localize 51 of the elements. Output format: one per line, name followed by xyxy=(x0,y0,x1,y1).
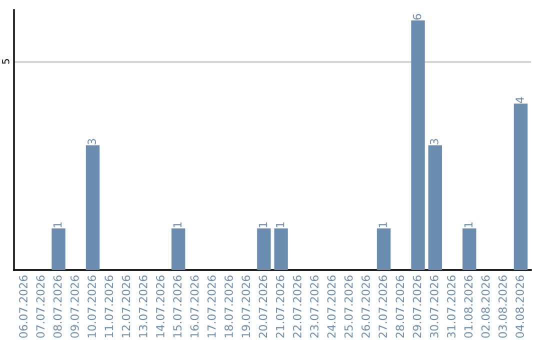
x-tick-label: 25.07.2026 xyxy=(344,276,353,338)
data-label: 1 xyxy=(53,222,62,228)
x-tick-label: 02.08.2026 xyxy=(481,276,490,338)
data-label: 3 xyxy=(88,139,96,144)
x-tick-label: 22.07.2026 xyxy=(293,276,302,338)
data-label: 1 xyxy=(378,222,387,228)
x-tick-label: 08.07.2026 xyxy=(53,276,62,338)
data-label: 1 xyxy=(173,222,182,228)
x-tick-label: 27.07.2026 xyxy=(378,276,387,338)
x-tick-label: 21.07.2026 xyxy=(276,276,284,338)
bar xyxy=(274,228,288,270)
data-label: 6 xyxy=(412,14,422,20)
x-tick-label: 01.08.2026 xyxy=(464,276,473,338)
x-tick-label: 15.07.2026 xyxy=(173,276,182,338)
bar xyxy=(514,104,528,270)
x-tick-label: 12.07.2026 xyxy=(122,276,130,338)
x-tick-label: 14.07.2026 xyxy=(156,276,164,338)
x-tick-label: 23.07.2026 xyxy=(310,276,319,338)
bar xyxy=(52,228,66,270)
x-tick-label: 11.07.2026 xyxy=(104,276,114,338)
x-tick-label: 16.07.2026 xyxy=(190,276,199,338)
x-tick-label: 18.07.2026 xyxy=(224,276,233,338)
x-tick-label: 28.07.2026 xyxy=(396,276,404,338)
bar xyxy=(428,145,442,270)
x-tick-label: 31.07.2026 xyxy=(447,276,456,338)
bar xyxy=(86,145,100,270)
bar xyxy=(376,228,391,270)
x-tick-label: 09.07.2026 xyxy=(70,276,79,338)
data-label: 1 xyxy=(464,222,472,228)
x-tick-label: 19.07.2026 xyxy=(242,276,250,338)
data-label: 3 xyxy=(430,139,438,144)
x-tick-label: 20.07.2026 xyxy=(258,276,268,338)
x-tick-label: 03.08.2026 xyxy=(498,276,507,338)
x-tick-label: 24.07.2026 xyxy=(327,276,336,338)
x-tick-label: 30.07.2026 xyxy=(430,276,438,338)
x-tick-label: 13.07.2026 xyxy=(138,276,148,338)
data-label: 4 xyxy=(516,97,524,104)
x-tick-label: 29.07.2026 xyxy=(412,276,422,338)
x-tick-label: 04.08.2026 xyxy=(516,276,524,338)
data-label: 1 xyxy=(258,222,268,228)
x-tick-label: 10.07.2026 xyxy=(88,276,96,338)
bar xyxy=(411,20,425,270)
x-tick-label: 17.07.2026 xyxy=(207,276,216,338)
x-tick-label: 26.07.2026 xyxy=(361,276,370,338)
y-tick-label: 5 xyxy=(2,59,10,64)
x-tick-label: 06.07.2026 xyxy=(19,276,28,338)
bar xyxy=(257,228,271,270)
bar xyxy=(462,228,476,270)
data-label: 1 xyxy=(276,222,284,228)
bar xyxy=(171,228,186,270)
x-tick-label: 07.07.2026 xyxy=(36,276,45,338)
